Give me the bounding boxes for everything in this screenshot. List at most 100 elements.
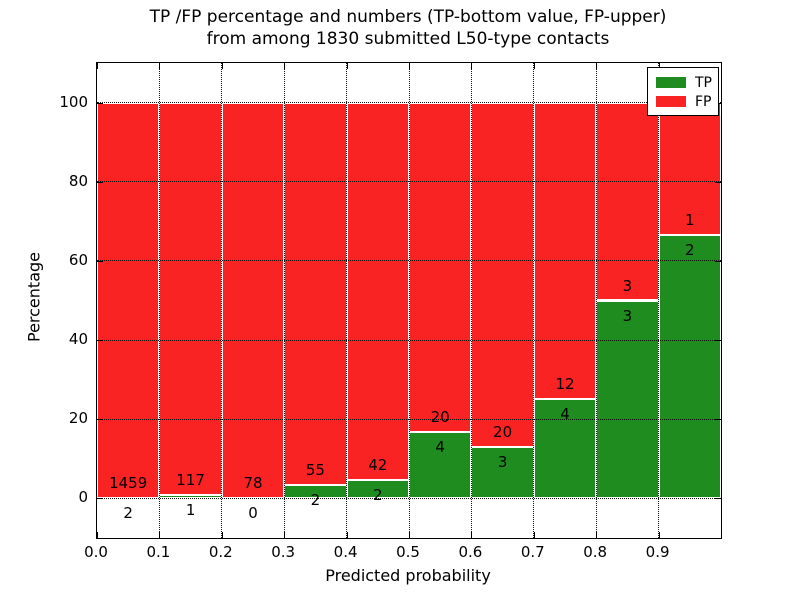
bar-label-tp-count: 3	[497, 452, 508, 471]
y-tick	[715, 181, 721, 183]
x-gridline	[221, 63, 223, 538]
x-gridline	[283, 63, 285, 538]
x-tick	[533, 63, 535, 69]
x-axis-label: Predicted probability	[325, 566, 491, 585]
bar-label-fp-count: 20	[430, 408, 450, 427]
x-gridline	[346, 63, 348, 538]
chart-title-line2: from among 1830 submitted L50-type conta…	[206, 29, 610, 49]
bar-label-tp-count: 4	[435, 438, 445, 457]
legend-label-tp: TP	[695, 74, 712, 91]
bar-label-fp-count: 1459	[109, 473, 148, 492]
bar-label-tp-count: 2	[373, 486, 383, 505]
y-tick-label: 0	[78, 488, 88, 507]
bar-segment-fp	[596, 102, 659, 301]
x-tick-label: 0.8	[583, 543, 608, 561]
bar-segment-tp	[159, 495, 222, 499]
y-tick	[715, 260, 721, 262]
bar-label-tp-count: 2	[685, 240, 695, 259]
y-tick-label: 80	[68, 171, 88, 190]
legend: TP FP	[647, 67, 719, 116]
bar-label-fp-count: 12	[555, 375, 575, 394]
x-tick-label: 0.7	[520, 543, 545, 561]
x-gridline	[595, 63, 597, 538]
y-tick-label: 100	[59, 92, 88, 111]
x-tick	[97, 532, 98, 538]
x-gridline	[470, 63, 472, 538]
x-tick-label: 0.2	[208, 543, 233, 561]
x-tick-label: 0.9	[645, 543, 670, 561]
y-tick-label: 40	[68, 330, 88, 349]
bar-segment-fp	[471, 102, 534, 447]
bar-segment-tp	[471, 446, 534, 499]
bar-label-fp-count: 117	[176, 471, 205, 490]
bar-label-fp-count: 1	[685, 210, 695, 229]
y-tick	[97, 419, 103, 421]
y-tick	[715, 419, 721, 421]
bar-segment-fp	[658, 102, 721, 235]
x-gridline	[533, 63, 535, 538]
bar-label-fp-count: 78	[243, 474, 263, 493]
bar-label-tp-count: 4	[560, 405, 570, 424]
bar-label-fp-count: 55	[305, 460, 325, 479]
y-tick	[715, 340, 721, 342]
legend-swatch-fp-icon	[656, 96, 686, 107]
x-tick	[658, 63, 660, 69]
x-tick	[97, 63, 98, 69]
x-tick	[346, 532, 348, 538]
y-tick	[97, 498, 103, 500]
y-tick-label: 60	[68, 250, 88, 269]
x-gridline	[658, 63, 660, 538]
legend-item-tp: TP	[648, 73, 718, 92]
x-tick	[221, 532, 223, 538]
x-tick	[596, 63, 598, 69]
bar-label-tp-count: 1	[185, 501, 196, 520]
x-tick	[159, 532, 161, 538]
plot-area: 1459 2 117 1 78 0 55 2 42 2 20 4 20 3 12 4 3 3 1 2 TP FP	[96, 62, 722, 539]
y-tick	[97, 260, 103, 262]
x-tick-label: 0.4	[333, 543, 358, 561]
bar-segment-fp	[533, 102, 597, 400]
y-tick	[97, 181, 103, 183]
x-gridline	[408, 63, 410, 538]
x-tick	[159, 63, 161, 69]
bar-segment-tp	[658, 234, 721, 499]
bar-segment-fp	[221, 102, 285, 499]
bar-label-tp-count: 0	[248, 504, 258, 523]
bar-label-fp-count: 3	[622, 276, 633, 295]
x-tick	[533, 532, 535, 538]
y-tick	[715, 498, 721, 500]
x-tick-label: 0.6	[458, 543, 483, 561]
y-axis-label: Percentage	[24, 251, 44, 343]
x-gridline	[158, 63, 160, 538]
legend-label-fp: FP	[695, 93, 712, 110]
bar-segment-tp	[533, 399, 597, 499]
x-tick	[284, 532, 286, 538]
x-tick	[596, 532, 598, 538]
x-tick	[409, 532, 410, 538]
x-tick	[409, 63, 410, 69]
x-tick-label: 0.0	[84, 543, 108, 561]
x-tick	[471, 63, 473, 69]
legend-item-fp: FP	[648, 92, 718, 111]
x-tick	[471, 532, 473, 538]
y-tick-label: 20	[68, 409, 88, 428]
bar-label-tp-count: 2	[310, 490, 321, 509]
bar-label-tp-count: 3	[622, 306, 633, 325]
bar-segment-tp	[284, 484, 347, 499]
bar-segment-fp	[97, 102, 160, 498]
bar-segment-tp	[409, 432, 472, 499]
x-tick	[221, 63, 223, 69]
bar-label-tp-count: 2	[123, 503, 133, 522]
bar-segment-fp	[409, 102, 472, 433]
x-tick	[658, 532, 660, 538]
x-tick-label: 0.5	[396, 543, 420, 561]
y-tick	[97, 102, 103, 104]
y-tick	[97, 340, 103, 342]
x-tick-label: 0.1	[146, 543, 171, 561]
bar-segment-fp	[159, 102, 222, 496]
bar-label-fp-count: 20	[493, 422, 513, 441]
bar-segment-fp	[346, 102, 409, 481]
bar-segment-tp	[596, 300, 659, 499]
x-tick-label: 0.3	[271, 543, 296, 561]
